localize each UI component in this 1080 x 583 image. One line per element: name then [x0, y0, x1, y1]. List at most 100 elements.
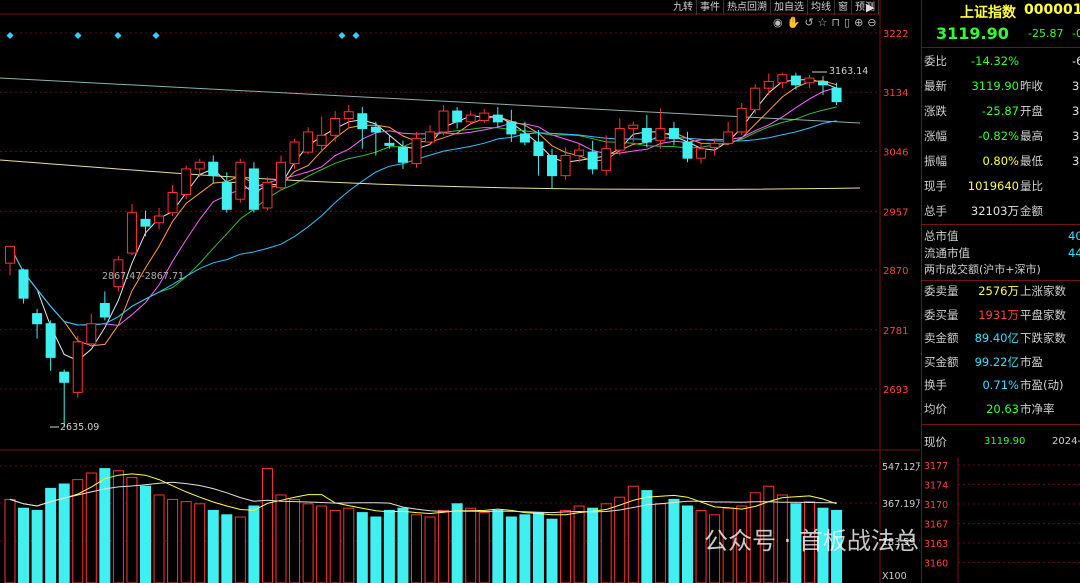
mini-chart: 3177 3174 3170 3167 3163 3160	[924, 457, 1080, 583]
mini-tick-4: 3163	[924, 539, 948, 550]
rows-row: 振幅 0.80% 最低 3	[922, 150, 1080, 172]
candle	[330, 117, 341, 136]
candle	[696, 148, 707, 159]
volume-bar	[424, 516, 436, 583]
price-line: 3119.90 -25.87 -0.	[922, 24, 1080, 46]
mini-tick-1: 3174	[924, 481, 948, 492]
candle	[113, 259, 124, 288]
chart-toolbar: 九转 事件 热点回溯 加自选 均线窗预测	[670, 0, 879, 15]
candle	[248, 168, 259, 210]
row-value-2: 3	[1072, 154, 1080, 168]
toolbar-item-5[interactable]: 窗	[835, 0, 852, 15]
now-price-row: 现价 3119.90 2024-0	[924, 435, 1080, 449]
volume-bar	[4, 498, 16, 583]
candle	[303, 131, 314, 153]
event-marker-icon[interactable]	[338, 31, 346, 40]
row-value: -14.32%	[971, 54, 1019, 68]
candle	[276, 161, 286, 189]
rows-row: 涨幅 -0.82% 最高 3	[922, 125, 1080, 147]
row-value: 1019640	[967, 179, 1019, 193]
candle	[194, 161, 205, 170]
volume-bar	[560, 509, 572, 583]
candle	[235, 161, 246, 200]
rows2-row: 委卖量 2576万 上涨家数	[922, 280, 1080, 302]
low-annotation: 2635.09	[60, 422, 99, 433]
candle	[316, 134, 327, 146]
toolbar-item-3[interactable]: 加自选	[771, 0, 808, 15]
row-value: 0.71%	[982, 378, 1019, 392]
quote-panel: 上证指数 000001 3119.90 -25.87 -0. 委比 -14.32%…	[921, 0, 1080, 583]
price-tick-2: 3046	[883, 147, 908, 158]
row-label: 涨幅	[924, 129, 947, 143]
eye-icon[interactable]: ◉	[773, 16, 783, 29]
rows2-row: 买金额 99.22亿 市盈	[922, 351, 1080, 373]
toolbar-item-2[interactable]: 热点回溯	[724, 0, 771, 15]
undo-icon[interactable]: ↺	[804, 16, 814, 29]
row-value-2: 3	[1072, 79, 1080, 93]
ma-line-long	[0, 159, 861, 190]
candle	[5, 245, 15, 264]
star-icon[interactable]: ☆	[817, 16, 828, 29]
ma-line-20	[9, 120, 837, 326]
volume-bar	[478, 512, 490, 583]
volume-unit: X100	[882, 571, 907, 582]
rows-row: 总手 32103万 金额	[922, 200, 1080, 222]
row-label: 总市值	[924, 229, 959, 243]
candle	[154, 215, 165, 224]
copy-icon[interactable]: ▯	[844, 16, 851, 29]
hand-icon[interactable]: ✋	[786, 16, 801, 29]
candle	[140, 218, 151, 227]
toolbar-item-1[interactable]: 事件	[697, 0, 724, 15]
chart-annotations: 3163.14 2635.09 2867.47-2867.71	[50, 66, 868, 433]
candle	[682, 141, 693, 159]
row-label-2: 昨收	[1020, 79, 1043, 93]
row-label-2: 量比	[1020, 179, 1043, 193]
price-tick-4: 2870	[883, 266, 908, 277]
high-annotation: 3163.14	[829, 66, 868, 77]
ma-line-year	[0, 77, 861, 124]
candle	[628, 124, 639, 130]
volume-bar	[519, 514, 531, 583]
ma-line-8	[9, 87, 837, 327]
volume-bars-group	[4, 468, 843, 583]
row-label-2: 下跌家数	[1020, 331, 1066, 345]
kline-chart[interactable]: 3222 3134 3046 2957 2870 2781 2693 547.12万 367.1…	[0, 0, 920, 583]
toolbar-item-0[interactable]: 九转	[670, 0, 697, 15]
candle	[262, 181, 273, 209]
row-value: 32103万	[970, 204, 1019, 218]
candle	[221, 181, 232, 210]
volume-bar	[289, 498, 301, 583]
volume-bar	[180, 501, 192, 583]
price-change-pct: -0.	[1072, 27, 1080, 40]
row-label-2: 平盘家数	[1020, 307, 1066, 322]
rows-row: 最新 3119.90 昨收 3	[922, 75, 1080, 97]
event-marker-icon[interactable]	[152, 31, 160, 40]
candle	[45, 323, 56, 358]
row-label-2: 开盘	[1020, 104, 1043, 118]
volume-bar	[654, 503, 666, 583]
toolbar-item-6[interactable]: 预测	[852, 0, 879, 15]
event-marker-icon[interactable]	[6, 31, 14, 40]
zoom-in-icon[interactable]: ⊕	[854, 16, 864, 29]
volume-bar	[194, 503, 206, 583]
volume-bar	[465, 507, 477, 583]
mini-tick-3: 3167	[924, 520, 948, 531]
candle	[18, 269, 29, 299]
volume-ma-10	[9, 481, 837, 514]
row-label: 换手	[924, 378, 947, 392]
event-marker-icon[interactable]	[352, 31, 360, 40]
volume-bar	[261, 468, 273, 583]
rows2-row: 均价 20.63 市净率	[922, 398, 1080, 420]
zoom-out-icon[interactable]: ⊖	[867, 16, 877, 29]
volume-bar	[248, 505, 260, 583]
lock-icon[interactable]: ⊓	[831, 16, 840, 29]
volume-bar	[221, 514, 233, 583]
row-label: 涨跌	[924, 104, 947, 118]
toolbar-item-4[interactable]: 均线	[808, 0, 835, 15]
scroll-right-icon[interactable]: ▶	[866, 1, 875, 14]
volume-bar	[58, 483, 70, 583]
candle	[655, 128, 666, 142]
row-value: 40	[1068, 229, 1080, 243]
watermark: 公众号 · 首板战法总舵主	[704, 527, 920, 555]
volume-bar	[370, 516, 382, 583]
